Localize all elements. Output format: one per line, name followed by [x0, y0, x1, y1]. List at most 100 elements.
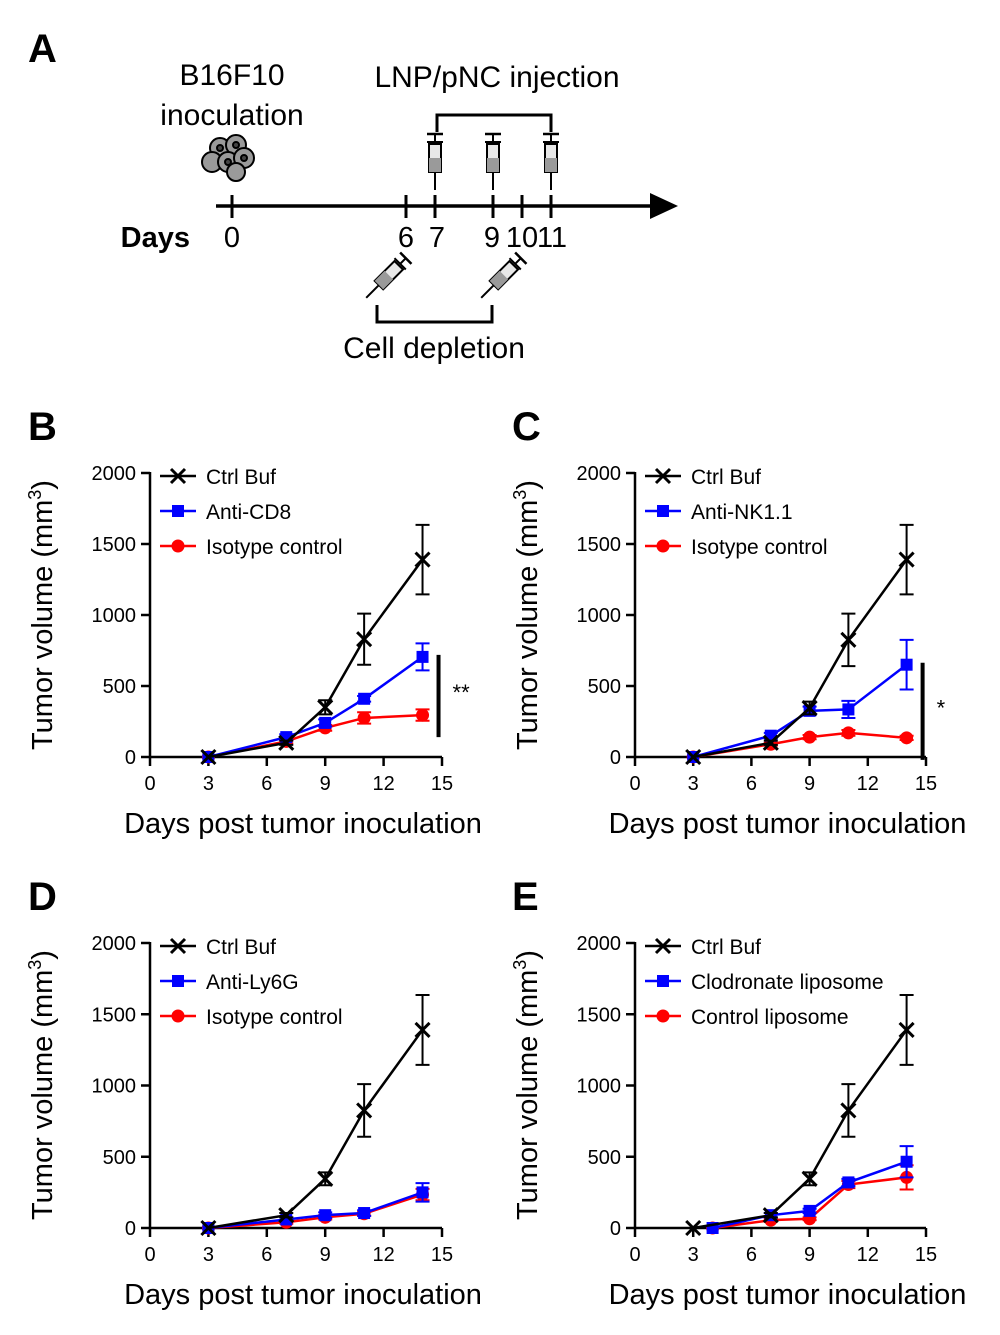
x-tick-label: 0: [629, 1244, 640, 1266]
data-point: [656, 539, 670, 553]
x-tick-label: 0: [144, 1244, 155, 1266]
x-tick-label: 3: [203, 1244, 214, 1266]
data-point: [356, 631, 373, 648]
significance-label: *: [937, 695, 946, 720]
x-tick-label: 15: [431, 1244, 453, 1266]
syringe-icon: [365, 251, 413, 299]
data-point: [319, 1209, 332, 1222]
syringe-icon: [427, 132, 443, 190]
chart-panel-d: D 0 3 6 9 12 15 0 500 1000 1500 2000 Days post tumor…: [25, 875, 482, 1311]
data-point: [900, 731, 914, 745]
chart-panel-c: C 0 3 6 9 12 15 0 500 1000 1500 2000 Days post tumor…: [510, 405, 966, 840]
x-tick-label: 12: [857, 1244, 879, 1266]
syringe-icon: [485, 132, 501, 190]
legend-entry: Anti-NK1.1: [645, 501, 793, 524]
data-point: [898, 1021, 915, 1038]
timeline-day-label: 9: [484, 222, 500, 254]
timeline-day-label: 10: [506, 222, 538, 254]
x-tick-label: 6: [261, 773, 272, 795]
data-point: [172, 975, 184, 987]
data-point: [358, 1207, 371, 1220]
series-ctrl-buf: [200, 994, 431, 1237]
data-point: [842, 1176, 855, 1189]
data-point: [762, 734, 779, 751]
x-tick-label: 6: [746, 1244, 757, 1266]
series-line: [208, 1029, 424, 1230]
timeline-day-label: 6: [398, 222, 414, 254]
series-line: [692, 663, 908, 759]
data-point: [654, 467, 672, 485]
series-line: [692, 558, 908, 759]
x-tick-label: 12: [857, 773, 879, 795]
legend-entry: Clodronate liposome: [645, 971, 884, 994]
data-point: [171, 1009, 185, 1023]
y-tick-label: 500: [103, 1147, 136, 1169]
data-point: [841, 726, 855, 740]
syringe-icon: [543, 132, 559, 190]
y-tick-label: 1000: [577, 1076, 622, 1098]
x-tick-label: 15: [915, 1244, 937, 1266]
timeline-days-label: Days: [121, 222, 190, 254]
data-point: [317, 699, 334, 716]
data-point: [657, 975, 669, 987]
data-point: [358, 692, 371, 705]
data-point: [840, 1102, 857, 1119]
y-tick-label: 2000: [577, 933, 622, 955]
data-point: [803, 730, 817, 744]
panel-a: A B16F10 inoculation LNP/pNC injection D…: [28, 27, 678, 365]
data-point: [414, 551, 431, 568]
y-axis-title: Tumor volume (mm3): [25, 950, 59, 1220]
y-tick-label: 0: [610, 1218, 621, 1240]
y-tick-label: 1000: [92, 605, 137, 627]
panel-letter-d: D: [28, 875, 57, 919]
data-point: [657, 505, 669, 517]
legend-entry: Control liposome: [645, 1006, 849, 1029]
legend-entry: Ctrl Buf: [160, 466, 276, 489]
data-point: [278, 1207, 295, 1224]
series-anti-cd8: [202, 642, 430, 763]
data-point: [801, 1170, 818, 1187]
y-tick-label: 1500: [577, 1004, 622, 1026]
panel-letter-e: E: [512, 875, 539, 919]
panel-letter-b: B: [28, 405, 57, 449]
y-tick-label: 1000: [92, 1076, 137, 1098]
data-point: [416, 1186, 429, 1199]
x-tick-label: 0: [144, 773, 155, 795]
y-tick-label: 1000: [577, 605, 622, 627]
data-point: [656, 1009, 670, 1023]
legend-label: Anti-Ly6G: [206, 971, 299, 994]
data-point: [200, 748, 217, 766]
series-ctrl-buf: [685, 994, 915, 1237]
legend-entry: Isotype control: [160, 536, 343, 559]
y-tick-label: 1500: [577, 534, 622, 556]
data-point: [169, 937, 187, 955]
series-anti-nk1-1: [687, 638, 914, 763]
legend-label: Ctrl Buf: [691, 466, 761, 489]
data-point: [319, 716, 332, 729]
y-tick-label: 0: [125, 747, 136, 769]
inoculation-label-line1: B16F10: [179, 59, 284, 92]
legend-entry: Anti-CD8: [160, 501, 291, 524]
data-point: [842, 703, 855, 716]
data-point: [416, 650, 429, 663]
panel-letter-c: C: [512, 405, 541, 449]
data-point: [169, 467, 187, 485]
x-axis-title: Days post tumor inoculation: [124, 1279, 482, 1311]
data-point: [900, 658, 913, 671]
data-point: [357, 711, 371, 725]
data-point: [840, 631, 857, 648]
panel-letter-a: A: [28, 27, 57, 71]
data-point: [900, 1155, 913, 1168]
legend-label: Ctrl Buf: [206, 466, 276, 489]
series-ctrl-buf: [200, 523, 431, 766]
y-tick-label: 2000: [92, 933, 137, 955]
data-point: [171, 539, 185, 553]
legend-entry: Anti-Ly6G: [160, 971, 299, 994]
syringe-icon: [480, 251, 528, 299]
series-line: [692, 731, 907, 759]
x-tick-label: 3: [688, 1244, 699, 1266]
data-point: [414, 1021, 431, 1038]
x-tick-label: 9: [320, 1244, 331, 1266]
x-tick-label: 3: [203, 773, 214, 795]
